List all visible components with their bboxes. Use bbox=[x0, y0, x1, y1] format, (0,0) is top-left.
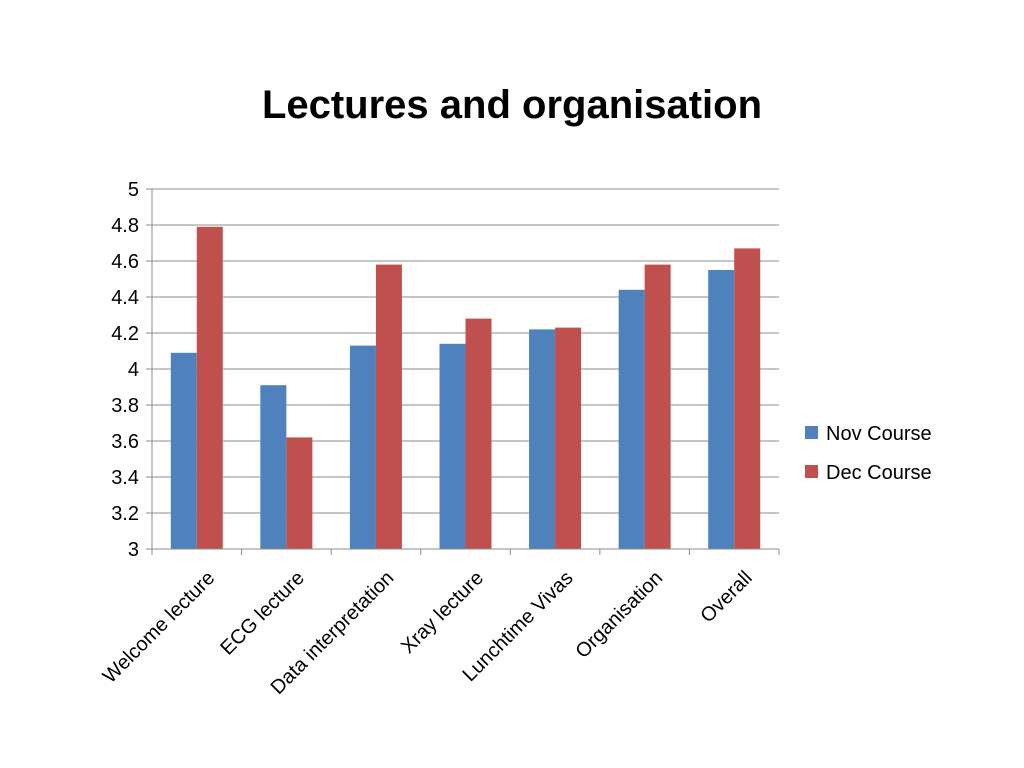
y-tick-label: 4.4 bbox=[111, 287, 139, 309]
y-tick-label: 4.6 bbox=[111, 251, 139, 273]
x-category-label: Overall bbox=[696, 567, 756, 627]
y-tick-label: 4 bbox=[128, 359, 139, 381]
y-tick-label: 5 bbox=[128, 179, 139, 201]
bar-nov-5 bbox=[618, 289, 645, 549]
y-tick-label: 3.8 bbox=[111, 395, 139, 417]
y-tick-label: 3.2 bbox=[111, 503, 139, 525]
legend: Nov Course Dec Course bbox=[805, 423, 932, 484]
y-tick-label: 3 bbox=[128, 539, 139, 561]
x-category-label: Xray lecture bbox=[397, 567, 488, 658]
y-axis-tick-labels: 3 3.2 3.4 3.6 3.8 4 4.2 4.4 4.6 4.8 5 bbox=[111, 179, 139, 561]
bars bbox=[170, 226, 761, 550]
legend-swatch bbox=[805, 426, 818, 439]
bar-nov-3 bbox=[439, 343, 466, 549]
x-category-label: ECG lecture bbox=[216, 567, 309, 660]
legend-label: Dec Course bbox=[826, 462, 932, 484]
bar-dec-6 bbox=[734, 248, 761, 549]
bar-dec-0 bbox=[196, 226, 223, 550]
bar-nov-4 bbox=[529, 329, 556, 549]
bar-dec-3 bbox=[465, 318, 492, 549]
x-category-label: Welcome lecture bbox=[99, 567, 220, 688]
y-tick-label: 3.6 bbox=[111, 431, 139, 453]
axes bbox=[146, 188, 780, 555]
y-tick-label: 4.8 bbox=[111, 215, 139, 237]
bar-dec-4 bbox=[555, 327, 582, 549]
bar-nov-0 bbox=[170, 352, 197, 549]
x-category-label: Organisation bbox=[571, 567, 667, 663]
y-tick-label: 3.4 bbox=[111, 467, 139, 489]
bar-nov-2 bbox=[349, 345, 376, 549]
bar-nov-6 bbox=[708, 270, 735, 549]
chart-title: Lectures and organisation bbox=[262, 83, 762, 127]
legend-label: Nov Course bbox=[826, 423, 932, 445]
bar-dec-2 bbox=[375, 264, 402, 549]
bar-dec-5 bbox=[644, 264, 671, 549]
bar-dec-1 bbox=[286, 437, 313, 549]
bar-nov-1 bbox=[260, 385, 287, 549]
legend-swatch bbox=[805, 465, 818, 478]
y-tick-label: 4.2 bbox=[111, 323, 139, 345]
